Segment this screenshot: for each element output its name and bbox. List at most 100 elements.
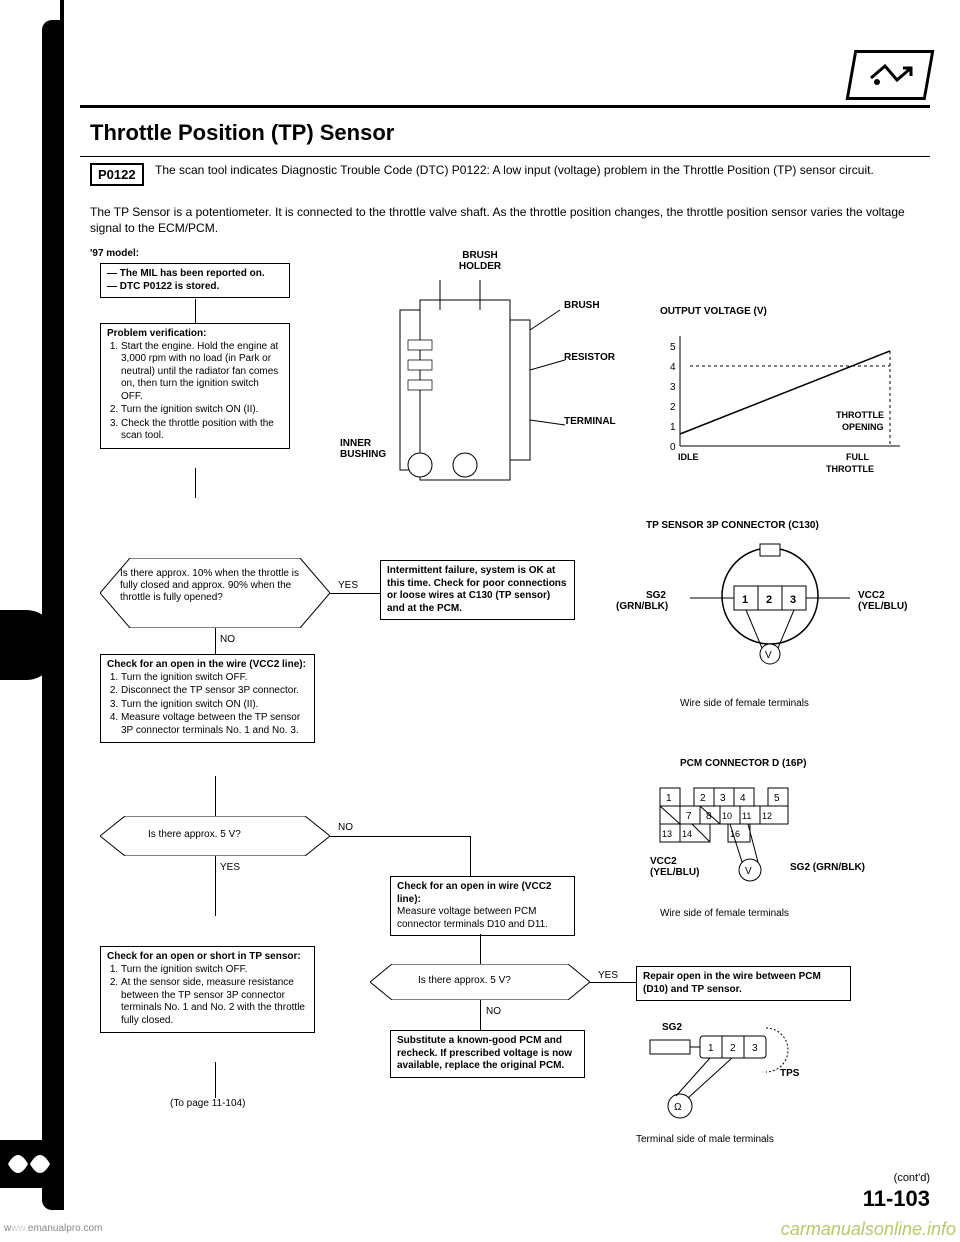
flow-line [480,1000,481,1030]
flow-line [330,593,380,594]
to-page-label: (To page 11-104) [170,1098,245,1109]
svg-text:TPS: TPS [780,1068,800,1079]
decision-10-90: Is there approx. 10% when the throttle i… [100,558,330,628]
tp-connector-title: TP SENSOR 3P CONNECTOR (C130) [646,520,819,531]
svg-text:3: 3 [670,382,676,393]
svg-text:8: 8 [706,811,712,822]
flow-line [480,934,481,964]
svg-text:3: 3 [790,594,796,606]
svg-text:3: 3 [720,793,726,804]
substitute-box: Substitute a known-good PCM and recheck.… [390,1030,585,1078]
check-tp-title: Check for an open or short in TP sensor: [107,951,308,964]
mil-line-2: DTC P0122 is stored. [107,281,283,294]
vcc2-step-4: Measure voltage between the TP sensor 3P… [121,712,308,737]
svg-text:IDLE: IDLE [678,452,699,462]
svg-text:OPENING: OPENING [842,422,884,432]
vcc2-pcm-body: Measure voltage between PCM connector te… [397,906,568,931]
model-label: '97 model: [90,248,139,259]
output-voltage-chart: 5 4 3 2 1 0 IDLE FULL THROTTLE THROTTLE … [660,326,920,476]
svg-text:1: 1 [742,594,748,606]
svg-text:Ω: Ω [674,1102,682,1113]
svg-text:FULL: FULL [846,452,869,462]
check-vcc2-title: Check for an open in the wire (VCC2 line… [107,659,308,672]
decision3-text: Is there approx. 5 V? [418,975,511,987]
svg-text:1: 1 [708,1043,714,1054]
flow-line [470,836,471,876]
pcm-vcc2-label: VCC2(YEL/BLU) [650,856,699,878]
no-label-3: NO [486,1006,501,1017]
svg-text:2: 2 [670,402,676,413]
flow-line [215,856,216,916]
svg-text:THROTTLE: THROTTLE [826,464,874,474]
svg-text:14: 14 [682,829,692,839]
intro-text: The TP Sensor is a potentiometer. It is … [90,204,930,236]
chart-title: OUTPUT VOLTAGE (V) [660,306,767,317]
svg-text:2: 2 [730,1043,736,1054]
check-vcc2-box: Check for an open in the wire (VCC2 line… [100,654,315,743]
dtc-description: The scan tool indicates Diagnostic Troub… [155,162,925,178]
svg-text:16: 16 [730,829,740,839]
tps-terminal-diagram: 123 Ω TPS SG2 [640,1016,860,1136]
problem-verification-box: Problem verification: Start the engine. … [100,323,290,449]
decision2-text: Is there approx. 5 V? [148,829,241,841]
vcc2-step-2: Disconnect the TP sensor 3P connector. [121,685,308,698]
check-tp-box: Check for an open or short in TP sensor:… [100,946,315,1033]
pcm-connector-title: PCM CONNECTOR D (16P) [680,758,807,769]
svg-text:THROTTLE: THROTTLE [836,410,884,420]
terminal-side-label: Terminal side of male terminals [636,1134,774,1145]
flow-line [195,468,196,498]
flow-line [215,628,216,654]
tp-step-1: Turn the ignition switch OFF. [121,964,308,977]
problem-step-2: Turn the ignition switch ON (II). [121,404,283,417]
svg-text:4: 4 [670,362,676,373]
vcc2-step-1: Turn the ignition switch OFF. [121,672,308,685]
no-label-1: NO [220,634,235,645]
vcc2-step-3: Turn the ignition switch ON (II). [121,699,308,712]
yes-label-1: YES [338,580,358,591]
check-vcc2-pcm-box: Check for an open in wire (VCC2 line): M… [390,876,575,936]
wire-side-1: Wire side of female terminals [680,698,809,709]
dtc-code-box: P0122 [90,163,144,186]
vcc2-pcm-title: Check for an open in wire (VCC2 line): [397,881,568,906]
mil-line-1: The MIL has been reported on. [107,268,283,281]
header-icon [846,50,935,100]
decision-5v-b: Is there approx. 5 V? [370,964,590,1000]
svg-text:SG2: SG2 [662,1022,682,1033]
svg-text:10: 10 [722,811,732,821]
contd-label: (cont'd) [894,1172,930,1184]
sg2-label: SG2(GRN/BLK) [616,590,666,612]
binding-tab-arrow [0,610,56,680]
inner-bushing-label: INNER BUSHING [340,438,400,460]
footer-url: www.emanualpro.com [0,1223,140,1234]
flow-line [215,776,216,816]
svg-text:0: 0 [670,442,676,453]
svg-text:13: 13 [662,829,672,839]
intermittent-box: Intermittent failure, system is OK at th… [380,560,575,620]
svg-text:11: 11 [742,811,751,821]
pcm-connector-diagram: 1 234 5 78 101112 1314 16 V [650,778,900,908]
resistor-label: RESISTOR [564,352,615,363]
decision-5v-a: Is there approx. 5 V? [100,816,330,856]
svg-text:1: 1 [670,422,676,433]
flow-line [590,982,636,983]
svg-text:2: 2 [700,793,706,804]
svg-text:4: 4 [740,793,746,804]
brush-label: BRUSH [564,300,600,311]
svg-text:5: 5 [670,342,676,353]
svg-text:5: 5 [774,793,780,804]
svg-text:V: V [745,866,752,877]
flow-line [195,299,196,323]
yes-label-3: YES [598,970,618,981]
repair-box: Repair open in the wire between PCM (D10… [636,966,851,1001]
svg-text:2: 2 [766,594,772,606]
decision1-text: Is there approx. 10% when the throttle i… [120,568,310,604]
binding-tab-droplet [0,1140,56,1188]
brush-holder-label: BRUSH HOLDER [450,250,510,272]
flow-line [215,1062,216,1098]
sensor-illustration [350,260,580,500]
tp-step-2: At the sensor side, measure resistance b… [121,977,308,1027]
vcc2-label: VCC2(YEL/BLU) [858,590,907,612]
watermark: carmanualsonline.info [781,1219,956,1240]
pcm-sg2-label: SG2 (GRN/BLK) [790,862,865,873]
svg-text:12: 12 [762,811,772,821]
